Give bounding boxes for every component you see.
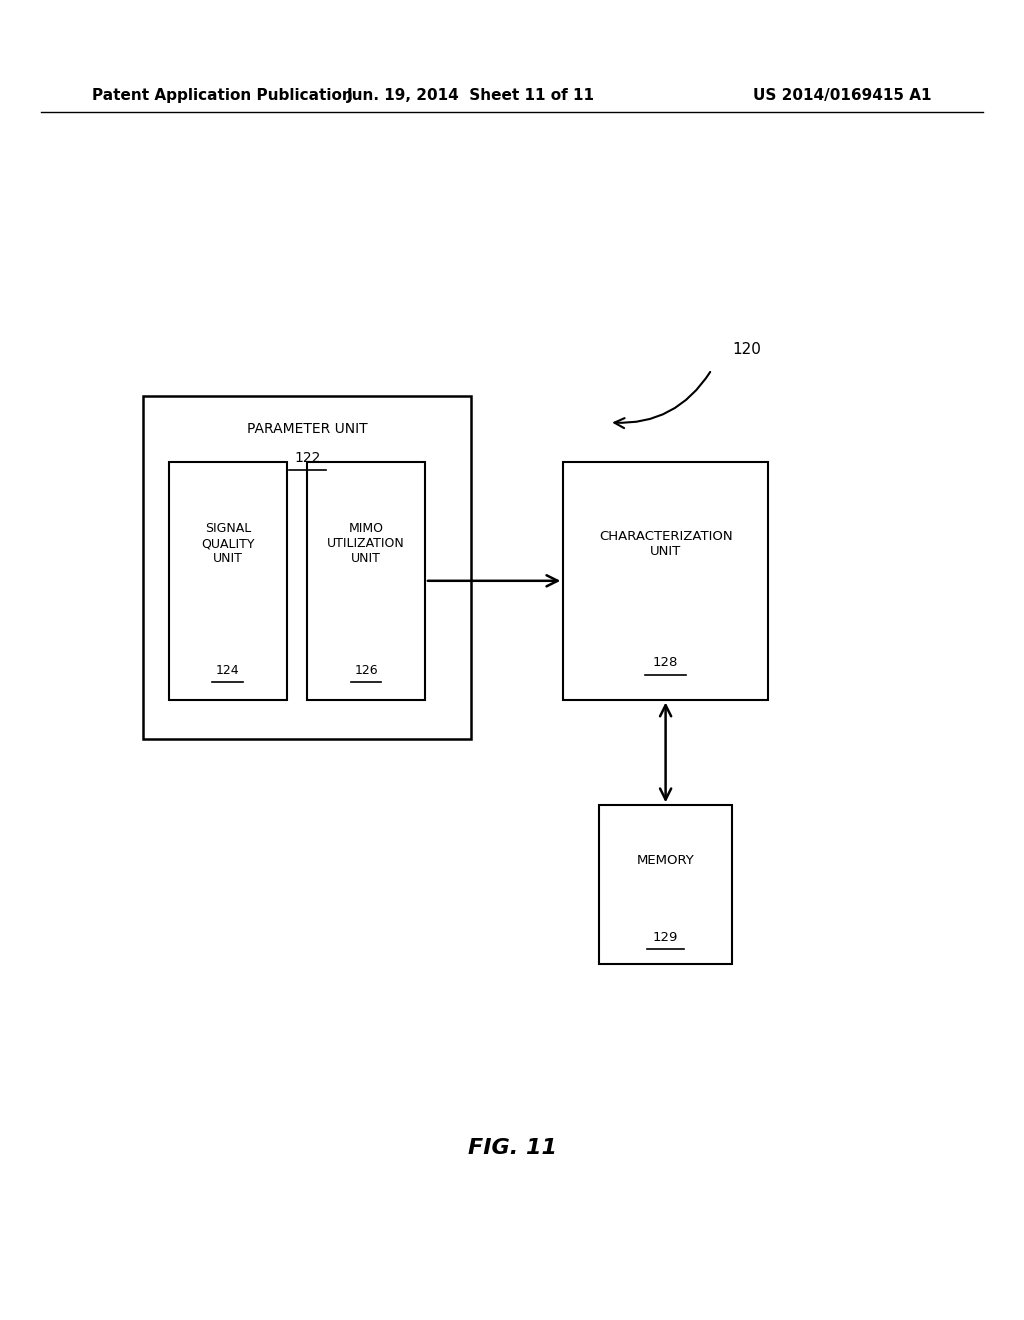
Text: PARAMETER UNIT: PARAMETER UNIT xyxy=(247,422,368,436)
Text: Patent Application Publication: Patent Application Publication xyxy=(92,87,353,103)
Text: 120: 120 xyxy=(732,342,761,358)
Text: CHARACTERIZATION
UNIT: CHARACTERIZATION UNIT xyxy=(599,529,732,558)
Text: Jun. 19, 2014  Sheet 11 of 11: Jun. 19, 2014 Sheet 11 of 11 xyxy=(347,87,595,103)
Text: US 2014/0169415 A1: US 2014/0169415 A1 xyxy=(754,87,932,103)
Bar xyxy=(169,462,287,700)
Text: MIMO
UTILIZATION
UNIT: MIMO UTILIZATION UNIT xyxy=(328,523,404,565)
Text: 124: 124 xyxy=(216,664,240,677)
Text: 129: 129 xyxy=(653,931,678,944)
Text: 122: 122 xyxy=(294,451,321,465)
Text: 128: 128 xyxy=(653,656,678,669)
Text: SIGNAL
QUALITY
UNIT: SIGNAL QUALITY UNIT xyxy=(201,523,255,565)
Bar xyxy=(307,462,425,700)
Text: FIG. 11: FIG. 11 xyxy=(468,1138,556,1159)
Bar xyxy=(599,805,732,964)
Text: MEMORY: MEMORY xyxy=(637,854,694,867)
Bar xyxy=(563,462,768,700)
Text: 126: 126 xyxy=(354,664,378,677)
FancyArrowPatch shape xyxy=(614,372,711,428)
Bar xyxy=(143,396,471,739)
